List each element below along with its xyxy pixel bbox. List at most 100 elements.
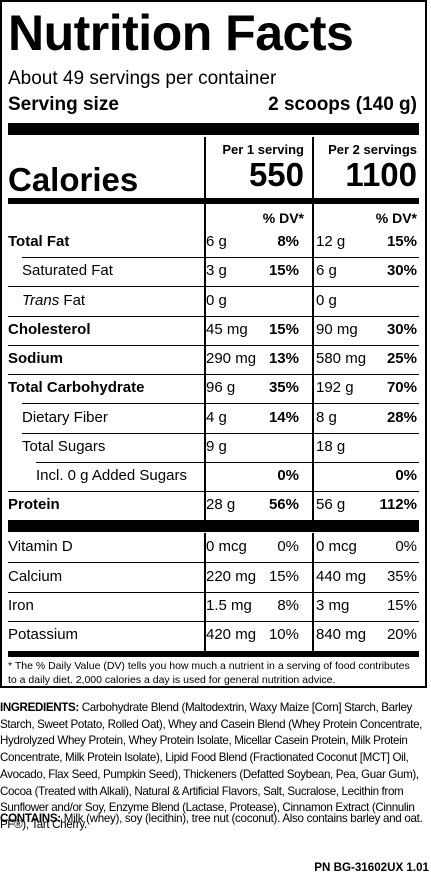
nutrient-row: Cholesterol 45 mg 15% 90 mg 30% (8, 316, 419, 345)
nutrient-amount-1: 6 g (206, 233, 227, 250)
label-title: Nutrition Facts (8, 5, 354, 61)
nutrient-row: Protein 28 g 56% 56 g 112% (8, 491, 419, 520)
nutrient-amount-1: 28 g (206, 496, 236, 513)
nutrient-amount-2: 192 g (316, 379, 354, 396)
nutrient-dv-2: 28% (386, 409, 417, 426)
column-separator (204, 533, 206, 651)
vitamin-row: Iron 1.5 mg 8% 3 mg 15% (8, 592, 419, 621)
nutrient-amount-2: 0 g (316, 292, 337, 309)
nutrient-amount-2: 12 g (316, 233, 346, 250)
vitamin-dv-2: 20% (386, 626, 417, 643)
vitamin-row: Potassium 420 mg 10% 840 mg 20% (8, 621, 419, 650)
serving-size-label: Serving size (8, 94, 119, 115)
nutrient-amount-1: 96 g (206, 379, 236, 396)
contains-label: CONTAINS: (0, 812, 61, 825)
thick-divider (8, 123, 419, 135)
nutrient-name: Total Carbohydrate (8, 379, 145, 396)
nutrient-dv-1: 8% (277, 233, 299, 250)
calories-per-2-servings: 1100 (345, 156, 417, 193)
row-divider (22, 433, 419, 434)
nutrient-name-rest: Fat (59, 292, 86, 309)
col1-header: Per 1 serving (222, 142, 304, 157)
row-divider (8, 491, 419, 492)
nutrient-dv-2: 30% (386, 321, 417, 338)
dv-header-1: % DV* (262, 210, 304, 226)
allergen-statement: CONTAINS: Milk (whey), soy (lecithin), t… (0, 811, 428, 828)
row-divider (8, 316, 419, 317)
nutrient-dv-1: 15% (268, 262, 299, 279)
column-separator (204, 137, 206, 520)
nutrient-dv-1: 56% (268, 496, 299, 513)
serving-size-value: 2 scoops (140 g) (268, 94, 417, 115)
nutrient-amount-1: 3 g (206, 262, 227, 279)
row-divider (8, 592, 419, 593)
nutrient-amount-2: 56 g (316, 496, 346, 513)
nutrient-name: Sodium (8, 350, 63, 367)
vitamin-dv-2: 35% (386, 568, 417, 585)
nutrient-dv-2: 70% (386, 379, 417, 396)
nutrient-row: Saturated Fat 3 g 15% 6 g 30% (8, 257, 419, 286)
vitamin-name: Potassium (8, 626, 79, 643)
nutrient-amount-2: 18 g (316, 438, 346, 455)
nutrient-dv-1: 0% (277, 467, 299, 484)
nutrient-row: Total Fat 6 g 8% 12 g 15% (8, 228, 419, 257)
nutrient-dv-2: 30% (386, 262, 417, 279)
vitamin-dv-1: 15% (268, 568, 299, 585)
nutrient-row: Sodium 290 mg 13% 580 mg 25% (8, 345, 419, 374)
calories-label: Calories (8, 161, 139, 198)
vitamin-name: Calcium (8, 568, 63, 585)
row-divider (36, 462, 419, 463)
nutrient-amount-2: 580 mg (316, 350, 367, 367)
nutrient-dv-2: 0% (395, 467, 417, 484)
nutrient-row: Total Carbohydrate 96 g 35% 192 g 70% (8, 374, 419, 403)
vitamin-name: Iron (8, 597, 34, 614)
vitamin-dv-1: 8% (277, 597, 299, 614)
column-separator (312, 533, 314, 651)
nutrient-name: Total Fat (8, 233, 70, 250)
nutrient-row: Total Sugars 9 g 18 g (8, 433, 419, 462)
servings-per-container: About 49 servings per container (8, 68, 277, 89)
ingredients-text: Carbohydrate Blend (Maltodextrin, Waxy M… (0, 701, 423, 831)
nutrient-name: Saturated Fat (22, 262, 113, 279)
vitamin-amount-1: 1.5 mg (206, 597, 252, 614)
vitamin-amount-2: 3 mg (316, 597, 350, 614)
nutrient-amount-2: 90 mg (316, 321, 358, 338)
nutrient-amount-2: 6 g (316, 262, 337, 279)
nutrient-row: Trans Fat 0 g 0 g (8, 287, 419, 316)
nutrient-dv-1: 35% (268, 379, 299, 396)
vitamin-dv-2: 0% (395, 538, 417, 555)
dv-header-2: % DV* (375, 210, 417, 226)
nutrient-name: Dietary Fiber (22, 409, 108, 426)
thick-divider (8, 520, 419, 532)
row-divider (22, 257, 419, 258)
nutrient-amount-1: 9 g (206, 438, 227, 455)
nutrient-name: Incl. 0 g Added Sugars (36, 467, 187, 484)
nutrient-dv-2: 112% (379, 496, 417, 513)
nutrient-dv-1: 15% (268, 321, 299, 338)
vitamin-amount-1: 0 mcg (206, 538, 247, 555)
daily-value-footnote: * The % Daily Value (DV) tells you how m… (8, 660, 410, 686)
nutrient-amount-1: 4 g (206, 409, 227, 426)
calories-per-serving: 550 (248, 156, 304, 193)
vitamin-amount-2: 840 mg (316, 626, 367, 643)
nutrient-name: Protein (8, 496, 60, 513)
ingredients-label: INGREDIENTS: (0, 701, 79, 714)
nutrient-name-italic: Trans (22, 292, 60, 309)
nutrient-amount-1: 45 mg (206, 321, 248, 338)
calories-divider (8, 198, 419, 204)
nutrient-row: Dietary Fiber 4 g 14% 8 g 28% (8, 404, 419, 433)
nutrient-name: Trans Fat (22, 292, 85, 310)
vitamin-amount-1: 220 mg (206, 568, 257, 585)
row-divider (8, 286, 419, 287)
vitamin-amount-2: 440 mg (316, 568, 367, 585)
vitamin-amount-1: 420 mg (206, 626, 257, 643)
vitamin-name: Vitamin D (8, 538, 73, 555)
vitamin-dv-1: 0% (277, 538, 299, 555)
row-divider (8, 621, 419, 622)
col2-header: Per 2 servings (328, 142, 417, 157)
vitamin-row: Calcium 220 mg 15% 440 mg 35% (8, 563, 419, 592)
row-divider (8, 374, 419, 375)
vitamin-dv-2: 15% (386, 597, 417, 614)
row-divider (8, 345, 419, 346)
thick-divider (8, 651, 419, 657)
